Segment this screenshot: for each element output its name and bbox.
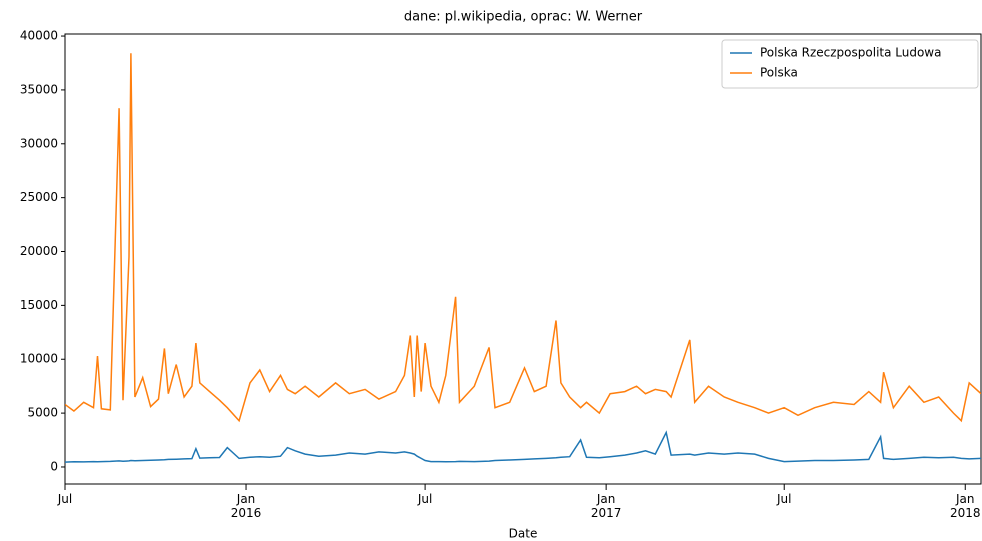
y-tick-label: 30000 — [20, 136, 58, 150]
x-axis-label: Date — [509, 527, 538, 541]
line-series — [65, 430, 981, 463]
y-tick-label: 0 — [50, 459, 58, 473]
legend-label: Polska — [760, 66, 798, 80]
y-tick-label: 40000 — [20, 29, 58, 43]
chart-title: dane: pl.wikipedia, oprac: W. Werner — [404, 10, 643, 25]
legend-box — [721, 39, 979, 89]
x-tick-label: Jul — [776, 492, 792, 506]
legend-label: Polska Rzeczpospolita Ludowa — [760, 46, 941, 60]
y-tick-label: 5000 — [27, 406, 58, 420]
y-tick-label: 20000 — [20, 244, 58, 258]
x-tick-label: Jul — [57, 492, 73, 506]
x-tick-label: Jul — [417, 492, 433, 506]
y-tick-label: 25000 — [20, 190, 58, 204]
x-tick-label: Jan 2018 — [949, 492, 981, 520]
y-tick-label: 35000 — [20, 82, 58, 96]
x-tick-label: Jan 2017 — [590, 492, 622, 520]
y-tick-label: 15000 — [20, 298, 58, 312]
y-tick-label: 10000 — [20, 352, 58, 366]
line-series — [65, 53, 981, 423]
plot-frame — [64, 33, 982, 485]
x-tick-label: Jan 2016 — [230, 492, 262, 520]
